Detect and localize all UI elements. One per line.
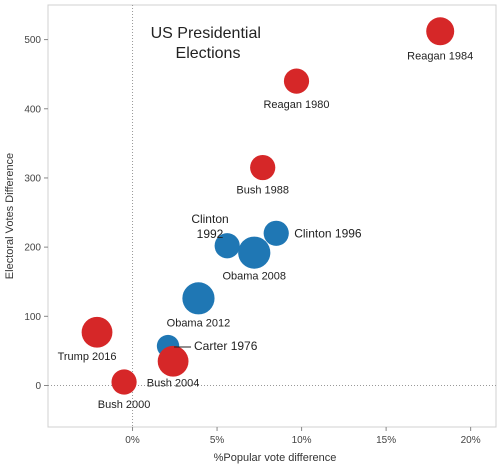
point-bush-1988 <box>250 154 276 181</box>
y-axis-title: Electoral Votes Difference <box>4 153 16 279</box>
chart-title-line-1: US Presidential <box>151 25 261 42</box>
y-tick-label: 300 <box>24 173 41 184</box>
point-label-reagan-1984: Reagan 1984 <box>407 50 473 62</box>
point-label-bush-2000: Bush 2000 <box>98 399 151 411</box>
point-reagan-1980 <box>283 68 310 94</box>
y-tick-label: 400 <box>24 104 41 115</box>
data-points <box>81 17 455 395</box>
plot-area <box>47 4 497 428</box>
chart-title: US Presidential Elections <box>151 25 266 62</box>
x-tick-label: 10% <box>292 435 312 446</box>
point-bush-2000 <box>111 369 137 395</box>
y-tick-label: 0 <box>35 381 41 392</box>
data-labels: Reagan 1984 Reagan 1980 Bush 1988 Clinton 19… <box>58 50 474 411</box>
point-obama-2008 <box>238 236 271 269</box>
point-label-bush-2004: Bush 2004 <box>147 377 200 389</box>
point-label-bush-1988: Bush 1988 <box>236 185 289 197</box>
point-label-obama-2008: Obama 2008 <box>222 271 286 283</box>
point-reagan-1984 <box>426 17 455 46</box>
x-axis-ticks: 0% 5% 10% 15% 20% <box>125 427 481 446</box>
x-tick-label: 0% <box>125 435 140 446</box>
x-axis-title: %Popular vote difference <box>214 452 337 464</box>
point-bush-2004 <box>157 345 189 377</box>
point-clinton-1992 <box>214 233 240 259</box>
y-axis-ticks: 0 100 200 300 400 500 <box>24 35 48 392</box>
point-clinton-1996 <box>263 220 289 246</box>
point-label-clinton-1996: Clinton 1996 <box>294 226 362 240</box>
y-tick-label: 500 <box>24 35 41 46</box>
y-tick-label: 100 <box>24 312 41 323</box>
x-tick-label: 20% <box>461 435 481 446</box>
x-tick-label: 5% <box>210 435 225 446</box>
point-label-clinton-1992: Clinton 1992 <box>191 212 228 241</box>
x-tick-label: 15% <box>376 435 396 446</box>
point-label-obama-2012: Obama 2012 <box>167 317 231 329</box>
point-label-trump-2016: Trump 2016 <box>58 351 117 363</box>
chart-title-line-2: Elections <box>176 45 241 62</box>
point-label-reagan-1980: Reagan 1980 <box>263 99 329 111</box>
point-obama-2012 <box>182 282 215 315</box>
point-label-carter-1976: Carter 1976 <box>194 339 258 353</box>
y-tick-label: 200 <box>24 243 41 254</box>
point-trump-2016 <box>81 316 113 348</box>
